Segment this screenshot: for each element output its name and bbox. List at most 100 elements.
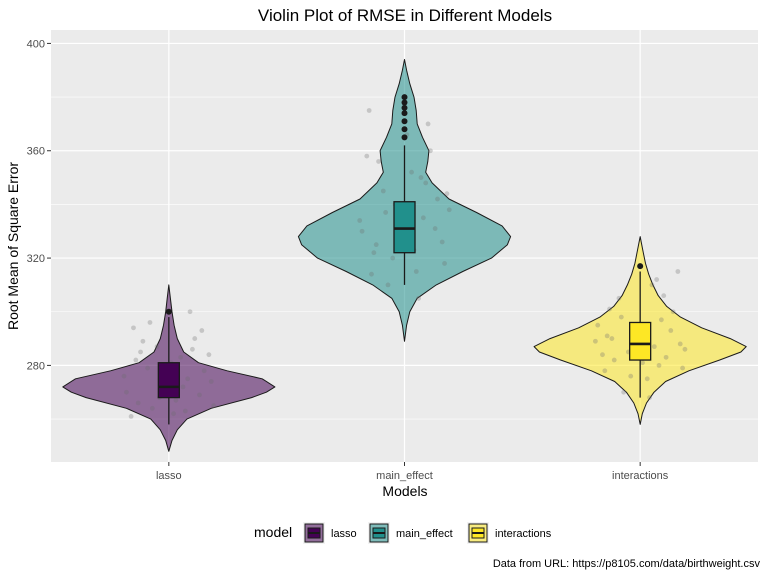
- jitter-point: [602, 368, 608, 374]
- x-axis: lasso main_effect interactions: [156, 462, 669, 482]
- box-lasso: [157, 362, 180, 399]
- legend: model lasso main_effect interactions: [254, 522, 552, 544]
- jitter-point: [651, 344, 657, 350]
- boxplots: [157, 94, 652, 425]
- jitter-point: [154, 344, 160, 350]
- outlier-point: [401, 110, 408, 117]
- caption: Data from URL: https://p8105.com/data/bi…: [493, 558, 761, 570]
- jitter-point: [147, 320, 153, 325]
- jitter-point: [201, 368, 207, 374]
- jitter-point: [425, 121, 431, 127]
- jitter-point: [432, 226, 438, 231]
- outlier-point: [165, 308, 172, 315]
- jitter-point: [618, 314, 624, 320]
- jitter-point: [446, 207, 452, 213]
- outlier-point: [401, 134, 408, 141]
- outlier-point: [401, 118, 408, 125]
- y-tick-label: 360: [27, 146, 45, 158]
- x-axis-title: Models: [382, 483, 427, 499]
- jitter-point: [138, 349, 143, 355]
- jitter-point: [677, 341, 683, 347]
- y-axis-title: Root Mean of Square Error: [5, 162, 21, 330]
- jitter-point: [197, 392, 202, 398]
- jitter-point: [428, 148, 433, 154]
- jitter-point: [364, 153, 370, 159]
- jitter-point: [357, 218, 363, 223]
- chart-title: Violin Plot of RMSE in Different Models: [258, 6, 552, 25]
- jitter-point: [135, 400, 141, 406]
- jitter-point: [649, 282, 655, 288]
- jitter-point: [442, 261, 447, 266]
- jitter-point: [385, 282, 391, 288]
- jitter-point: [609, 336, 615, 341]
- legend-key-main_effect: [368, 522, 390, 544]
- jitter-point: [680, 365, 685, 371]
- jitter-point: [145, 365, 151, 371]
- jitter-point: [644, 376, 650, 382]
- jitter-point: [604, 333, 610, 339]
- jitter-point: [592, 338, 598, 344]
- jitter-point: [663, 354, 669, 360]
- jitter-point: [380, 188, 386, 194]
- jitter-point: [658, 317, 664, 323]
- jitter-point: [190, 346, 195, 352]
- jitter-point: [192, 336, 198, 341]
- jitter-point: [413, 269, 419, 274]
- x-tick-label: lasso: [156, 470, 182, 482]
- legend-key-lasso: [303, 522, 325, 544]
- jitter-point: [647, 395, 652, 401]
- jitter-point: [607, 306, 612, 312]
- jitter-point: [371, 250, 377, 256]
- jitter-point: [140, 338, 146, 344]
- jitter-point: [185, 376, 191, 382]
- jitter-point: [640, 360, 645, 366]
- jitter-point: [199, 328, 205, 333]
- jitter-point: [149, 405, 155, 411]
- jitter-point: [423, 180, 429, 186]
- box-main_effect: [393, 201, 416, 254]
- jitter-point: [180, 384, 186, 390]
- jitter-point: [682, 346, 688, 352]
- jitter-point: [409, 169, 414, 175]
- legend-label: main_effect: [396, 528, 453, 540]
- jitter-point: [656, 363, 662, 368]
- jitter-point: [435, 196, 440, 202]
- jitter-point: [595, 322, 601, 328]
- jitter-point: [600, 352, 605, 358]
- jitter-point: [611, 357, 617, 363]
- y-tick-label: 400: [27, 38, 45, 50]
- outlier-point: [401, 94, 408, 101]
- jitter-point: [208, 379, 214, 384]
- jitter-point: [178, 354, 184, 360]
- legend-key-interactions: [467, 522, 489, 544]
- jitter-point: [616, 295, 622, 301]
- jitter-point: [376, 159, 381, 164]
- jitter-point: [187, 309, 193, 315]
- jitter-point: [661, 293, 667, 299]
- jitter-point: [359, 228, 365, 234]
- jitter-point: [444, 191, 450, 197]
- legend-label: interactions: [495, 528, 552, 540]
- jitter-point: [416, 295, 422, 301]
- legend-label: lasso: [331, 528, 357, 540]
- jitter-point: [211, 403, 217, 409]
- jitter-point: [373, 242, 379, 248]
- jitter-point: [173, 397, 179, 403]
- legend-title: model: [254, 524, 292, 540]
- jitter-point: [206, 352, 212, 358]
- jitter-point: [420, 215, 426, 221]
- jitter-point: [128, 413, 134, 419]
- y-axis: 280 320 360 400: [27, 38, 51, 372]
- outlier-point: [401, 99, 408, 106]
- outlier-point: [401, 104, 408, 111]
- jitter-point: [383, 210, 389, 215]
- jitter-point: [670, 309, 676, 315]
- y-tick-label: 320: [27, 253, 45, 265]
- jitter-point: [182, 408, 188, 414]
- jitter-point: [654, 277, 660, 282]
- jitter-point: [369, 271, 374, 277]
- jitter-point: [668, 328, 674, 333]
- y-tick-label: 280: [27, 360, 45, 372]
- jitter-point: [131, 325, 136, 331]
